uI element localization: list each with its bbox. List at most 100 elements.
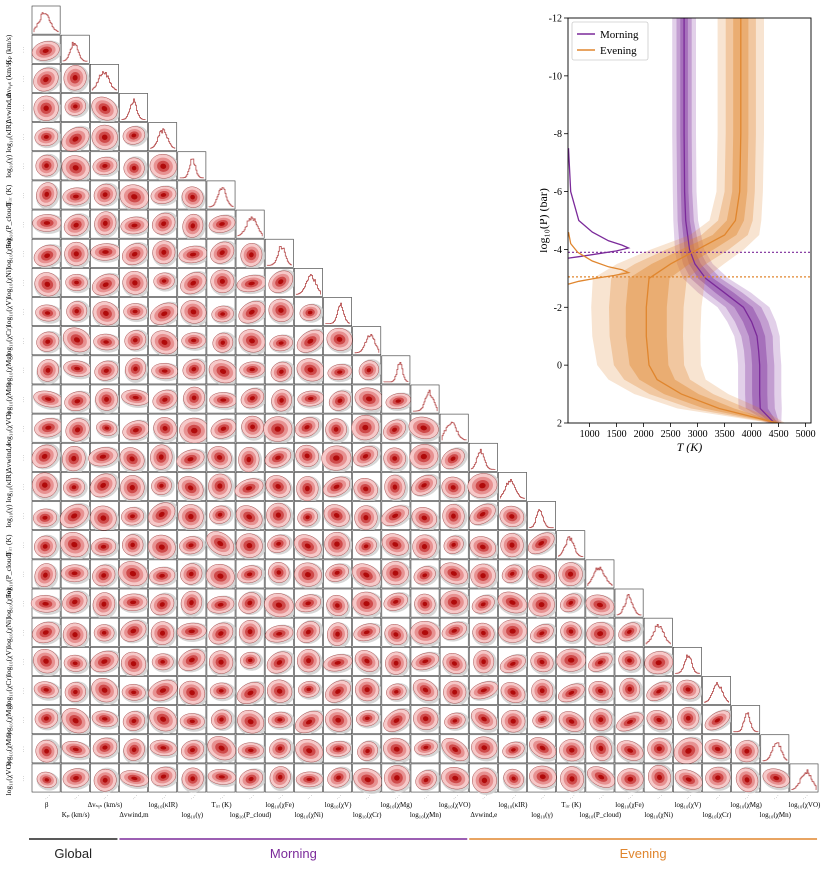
posterior-cell-16-7 <box>234 472 267 501</box>
posterior-contour-4 <box>275 512 282 518</box>
posterior-contour-4 <box>131 194 138 200</box>
posterior-contour-4 <box>220 398 227 402</box>
posterior-cell-1-0 <box>31 34 63 64</box>
posterior-cell-6-1 <box>60 180 93 210</box>
posterior-cell-21-10 <box>323 617 352 649</box>
posterior-cell-11-9 <box>294 326 328 356</box>
posterior-cell-17-9 <box>294 501 323 530</box>
histogram-steps <box>325 302 351 324</box>
posterior-cell-25-8 <box>264 734 295 764</box>
posterior-cell-25-10 <box>323 734 354 764</box>
posterior-cell-21-5 <box>176 617 210 647</box>
posterior-cell-9-3 <box>119 268 150 298</box>
posterior-cell-6-4 <box>148 180 180 210</box>
posterior-cell-15-8 <box>264 442 295 472</box>
posterior-cell-7-1 <box>60 209 92 239</box>
posterior-contour-4 <box>336 336 343 342</box>
posterior-cell-26-0 <box>31 763 61 793</box>
posterior-cell-26-10 <box>323 763 353 793</box>
posterior-cell-16-3 <box>119 472 148 503</box>
bottom-ticks-6: · · · <box>218 793 226 801</box>
bottom-label-10: log₁₀(χV) <box>325 801 352 809</box>
y-tick-label: -8 <box>554 129 562 140</box>
posterior-cell-11-6 <box>206 326 237 356</box>
posterior-cell-14-10 <box>323 413 352 444</box>
posterior-contour-4 <box>44 311 51 315</box>
posterior-cell-20-6 <box>206 588 238 618</box>
posterior-contour-4 <box>362 454 369 459</box>
posterior-cell-20-2 <box>90 588 119 619</box>
posterior-contour-4 <box>334 541 340 547</box>
posterior-cell-18-7 <box>235 530 266 561</box>
bottom-axis-labels: · · ·β· · ·Kₚ (km/s)· · ·Δvₛᵧₛ (km/s)· ·… <box>44 793 821 819</box>
posterior-cell-2-0 <box>31 64 62 93</box>
posterior-cell-19-10 <box>323 559 352 589</box>
posterior-cell-8-5 <box>177 238 211 268</box>
left-label-21: log₁₀(χNi) <box>4 617 13 648</box>
posterior-contour-4 <box>190 194 195 200</box>
left-ticks-3: · · · <box>21 105 26 111</box>
posterior-cell-18-5 <box>177 530 207 560</box>
posterior-cell-17-11 <box>352 501 382 533</box>
bottom-ticks-4: · · · <box>160 793 168 801</box>
histogram-cell-19 <box>585 559 615 589</box>
y-tick-label: -6 <box>554 187 562 198</box>
posterior-cell-14-3 <box>119 413 153 443</box>
posterior-cell-19-18 <box>556 559 586 589</box>
posterior-cell-23-8 <box>264 676 295 706</box>
posterior-cell-4-0 <box>31 122 62 152</box>
posterior-cell-20-3 <box>118 588 151 618</box>
posterior-cell-19-12 <box>381 559 412 589</box>
posterior-cell-12-5 <box>177 355 209 385</box>
left-ticks-16: · · · <box>21 484 26 490</box>
posterior-contour-4 <box>450 485 456 490</box>
posterior-cell-19-0 <box>31 559 61 590</box>
left-ticks-22: · · · <box>21 659 26 665</box>
posterior-cell-17-12 <box>381 501 413 530</box>
posterior-cell-11-8 <box>264 326 296 356</box>
posterior-cell-21-7 <box>235 617 265 647</box>
posterior-cell-26-13 <box>410 763 440 793</box>
posterior-cell-13-1 <box>60 384 94 414</box>
posterior-cell-17-5 <box>177 501 207 532</box>
histogram-steps <box>528 509 554 529</box>
posterior-cell-24-6 <box>206 705 236 735</box>
posterior-cell-23-3 <box>119 676 149 705</box>
posterior-cell-13-4 <box>148 384 181 414</box>
posterior-contour-4 <box>450 456 456 461</box>
cell-frame <box>527 501 556 530</box>
posterior-cell-14-11 <box>351 413 383 443</box>
posterior-contour-4 <box>421 544 428 550</box>
posterior-contour-4 <box>334 570 340 575</box>
posterior-contour-4 <box>102 282 109 288</box>
posterior-cell-11-0 <box>31 326 63 356</box>
posterior-cell-20-17 <box>527 588 558 619</box>
bottom-label-11: log₁₀(χCr) <box>353 811 382 819</box>
posterior-contour-4 <box>159 483 164 488</box>
histogram-steps <box>470 448 496 470</box>
histogram-cell-24 <box>731 705 761 735</box>
posterior-cell-21-16 <box>498 617 530 647</box>
bottom-ticks-23: · · · <box>714 793 722 801</box>
posterior-contour-4 <box>190 309 197 315</box>
posterior-cell-19-4 <box>148 559 179 589</box>
cell-frame <box>60 34 90 64</box>
posterior-cell-23-0 <box>31 676 62 705</box>
bottom-label-25: log₁₀(χMn) <box>760 811 792 819</box>
posterior-cell-17-15 <box>468 501 499 530</box>
posterior-contour-4 <box>74 309 79 314</box>
bottom-label-23: log₁₀(χCr) <box>703 811 732 819</box>
histogram-steps <box>150 128 176 149</box>
bottom-label-5: log₁₀(γ) <box>182 811 204 819</box>
left-ticks-19: · · · <box>21 571 26 577</box>
posterior-contour-4 <box>104 426 109 430</box>
posterior-cell-19-17 <box>527 559 558 590</box>
posterior-cell-3-1 <box>60 93 90 122</box>
group-label-global: Global <box>54 846 92 861</box>
group-brackets: Global Morning Evening <box>29 838 818 861</box>
x-tick-label: 2500 <box>661 429 681 440</box>
posterior-cell-11-2 <box>90 326 122 356</box>
posterior-cell-19-9 <box>294 559 325 590</box>
posterior-cell-22-16 <box>498 646 529 676</box>
bottom-ticks-14: · · · <box>452 793 460 801</box>
